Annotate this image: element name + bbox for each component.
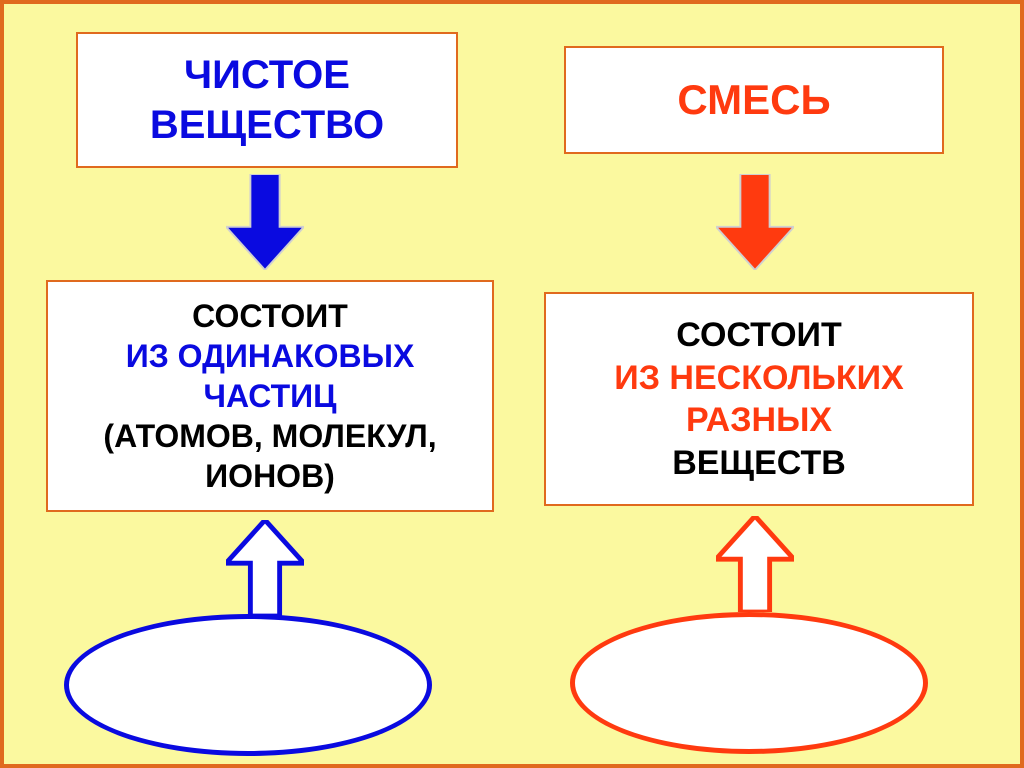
left-arrow-up-icon <box>226 520 304 616</box>
right-arrow-down-icon <box>716 174 794 270</box>
right-arrow-up-icon <box>716 516 794 612</box>
left-arrow-down-icon <box>226 174 304 270</box>
right-title-box: СМЕСЬ <box>564 46 944 154</box>
left-ellipse <box>64 614 432 756</box>
right-ellipse <box>570 612 928 754</box>
left-title-line1: ЧИСТОЕ <box>184 50 350 100</box>
left-desc-line1: СОСТОИТ <box>192 296 348 336</box>
right-desc-line3: РАЗНЫХ <box>686 399 832 442</box>
right-desc-line1: СОСТОИТ <box>676 314 841 357</box>
left-desc-line5: ИОНОВ) <box>205 456 335 496</box>
right-desc-line2: ИЗ НЕСКОЛЬКИХ <box>614 357 903 400</box>
left-desc-line4: (АТОМОВ, МОЛЕКУЛ, <box>103 416 436 456</box>
left-desc-box: СОСТОИТ ИЗ ОДИНАКОВЫХ ЧАСТИЦ (АТОМОВ, МО… <box>46 280 494 512</box>
left-title-line2: ВЕЩЕСТВО <box>150 100 384 150</box>
right-desc-box: СОСТОИТ ИЗ НЕСКОЛЬКИХ РАЗНЫХ ВЕЩЕСТВ <box>544 292 974 506</box>
left-title-box: ЧИСТОЕ ВЕЩЕСТВО <box>76 32 458 168</box>
diagram-canvas: ЧИСТОЕ ВЕЩЕСТВО СОСТОИТ ИЗ ОДИНАКОВЫХ ЧА… <box>0 0 1024 768</box>
right-desc-line4: ВЕЩЕСТВ <box>672 442 846 485</box>
right-title-text: СМЕСЬ <box>677 74 830 127</box>
left-desc-line2: ИЗ ОДИНАКОВЫХ <box>126 336 415 376</box>
left-desc-line3: ЧАСТИЦ <box>203 376 336 416</box>
